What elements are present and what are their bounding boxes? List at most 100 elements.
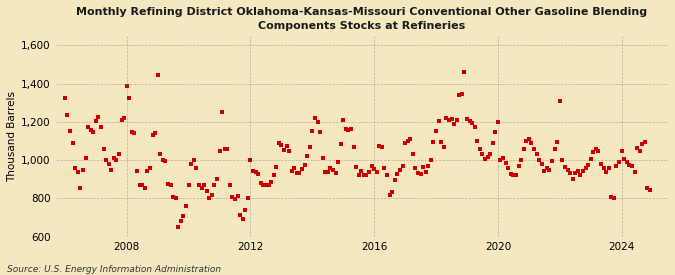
Point bbox=[181, 204, 192, 208]
Point bbox=[129, 131, 140, 136]
Point bbox=[436, 140, 447, 144]
Point bbox=[266, 180, 277, 185]
Point bbox=[284, 148, 294, 153]
Point bbox=[423, 164, 434, 168]
Point bbox=[518, 147, 529, 151]
Point bbox=[549, 147, 560, 151]
Point bbox=[78, 167, 88, 172]
Point bbox=[529, 147, 539, 151]
Point bbox=[294, 170, 305, 175]
Point bbox=[85, 127, 96, 132]
Point bbox=[271, 165, 281, 169]
Point bbox=[323, 169, 333, 174]
Point bbox=[560, 165, 570, 169]
Point bbox=[198, 183, 209, 187]
Point bbox=[348, 145, 359, 149]
Point bbox=[176, 219, 186, 224]
Point bbox=[637, 142, 648, 146]
Point bbox=[554, 99, 565, 103]
Point bbox=[70, 166, 80, 170]
Point bbox=[634, 148, 645, 153]
Point bbox=[497, 156, 508, 161]
Point bbox=[255, 181, 266, 185]
Point bbox=[196, 186, 207, 190]
Point bbox=[333, 160, 344, 164]
Point bbox=[619, 157, 630, 161]
Point bbox=[340, 126, 351, 131]
Point bbox=[103, 162, 114, 166]
Point bbox=[510, 173, 521, 178]
Point bbox=[506, 171, 516, 176]
Point bbox=[412, 170, 423, 175]
Point bbox=[325, 166, 335, 170]
Point bbox=[487, 141, 498, 145]
Point bbox=[358, 173, 369, 178]
Point bbox=[508, 172, 519, 177]
Point bbox=[307, 128, 318, 133]
Point bbox=[188, 158, 199, 163]
Point bbox=[98, 147, 109, 151]
Point bbox=[425, 158, 436, 163]
Point bbox=[147, 133, 158, 138]
Point bbox=[106, 167, 117, 172]
Point bbox=[624, 163, 634, 167]
Point bbox=[531, 152, 542, 157]
Point bbox=[371, 169, 382, 174]
Point bbox=[261, 183, 271, 187]
Point bbox=[217, 110, 227, 115]
Point bbox=[384, 192, 395, 197]
Point bbox=[544, 167, 555, 172]
Point bbox=[227, 194, 238, 199]
Point bbox=[279, 147, 290, 152]
Point bbox=[320, 169, 331, 174]
Point bbox=[219, 147, 230, 151]
Point bbox=[446, 117, 457, 121]
Point bbox=[441, 116, 452, 120]
Point bbox=[356, 169, 367, 173]
Point bbox=[250, 169, 261, 174]
Point bbox=[523, 137, 534, 141]
Point bbox=[109, 156, 119, 161]
Point bbox=[367, 164, 377, 168]
Point bbox=[614, 160, 624, 164]
Point bbox=[557, 158, 568, 163]
Point bbox=[477, 152, 488, 157]
Point bbox=[163, 182, 173, 186]
Point bbox=[534, 158, 545, 163]
Point bbox=[521, 139, 532, 143]
Point bbox=[101, 158, 111, 163]
Point bbox=[346, 126, 356, 131]
Point bbox=[475, 147, 485, 151]
Point bbox=[122, 83, 132, 88]
Point bbox=[397, 164, 408, 168]
Point bbox=[459, 70, 470, 75]
Point bbox=[389, 178, 400, 183]
Point bbox=[160, 159, 171, 163]
Point bbox=[431, 128, 441, 133]
Point bbox=[516, 158, 526, 163]
Point bbox=[462, 117, 472, 121]
Point bbox=[374, 144, 385, 148]
Point bbox=[292, 170, 302, 175]
Point bbox=[68, 141, 78, 145]
Point bbox=[418, 165, 429, 169]
Point bbox=[343, 127, 354, 132]
Point bbox=[59, 96, 70, 100]
Point bbox=[629, 169, 640, 174]
Point bbox=[485, 151, 495, 156]
Point bbox=[408, 152, 418, 157]
Point bbox=[541, 166, 552, 170]
Point bbox=[572, 169, 583, 173]
Point bbox=[93, 115, 104, 119]
Point bbox=[90, 119, 101, 123]
Point bbox=[402, 139, 413, 143]
Point bbox=[456, 92, 467, 97]
Point bbox=[230, 197, 240, 202]
Point bbox=[449, 122, 460, 126]
Point bbox=[580, 166, 591, 170]
Point bbox=[395, 167, 406, 172]
Point bbox=[338, 118, 349, 122]
Point bbox=[464, 119, 475, 123]
Point bbox=[82, 125, 93, 129]
Point bbox=[96, 125, 107, 129]
